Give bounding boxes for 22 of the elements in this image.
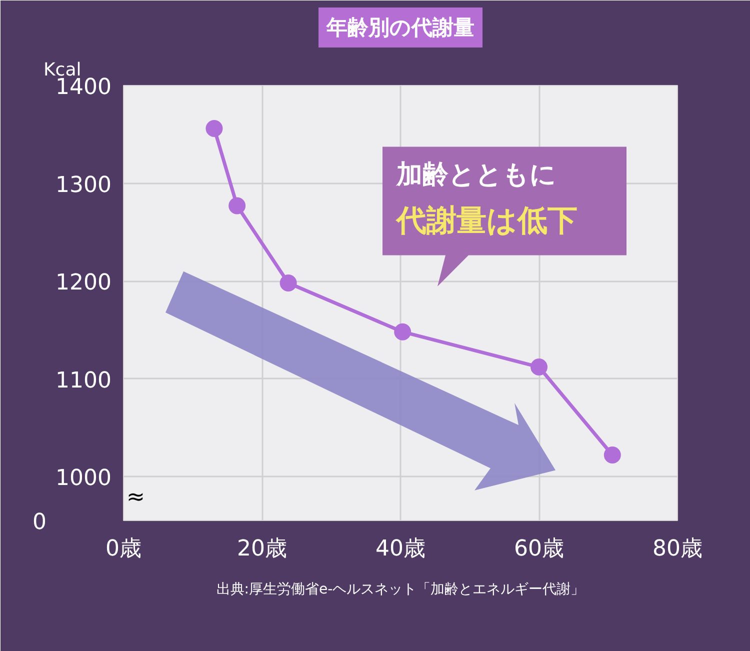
annotation: 加齢とともに (396, 160, 556, 190)
y-tick-label: 1200 (56, 270, 112, 296)
point (530, 358, 548, 376)
y-tick-label: 1100 (56, 368, 112, 394)
x-tick-label: 80歳 (652, 536, 703, 562)
point (394, 323, 412, 340)
text: 0 (32, 510, 47, 535)
x-tick-label: 0歳 (106, 536, 142, 562)
y-tick-label: 1000 (56, 466, 112, 492)
x-tick-label: 60歳 (514, 536, 564, 562)
point (228, 197, 246, 214)
y-tick-label: 1400 (56, 75, 112, 100)
point (280, 274, 297, 292)
chart-title: 年齢別の代謝量 (326, 16, 474, 40)
source-note: 出典:厚生労働省e-ヘルスネット「加齢とエネルギー代謝」 (216, 582, 585, 598)
annotation: ≈ (126, 484, 145, 510)
x-tick-label: 20歳 (237, 536, 288, 562)
annotation: 代謝量は低下 (394, 204, 578, 239)
x-tick-label: 40歳 (376, 536, 426, 562)
point (604, 446, 621, 464)
point (206, 120, 223, 137)
y-tick-label: 1300 (56, 172, 112, 198)
